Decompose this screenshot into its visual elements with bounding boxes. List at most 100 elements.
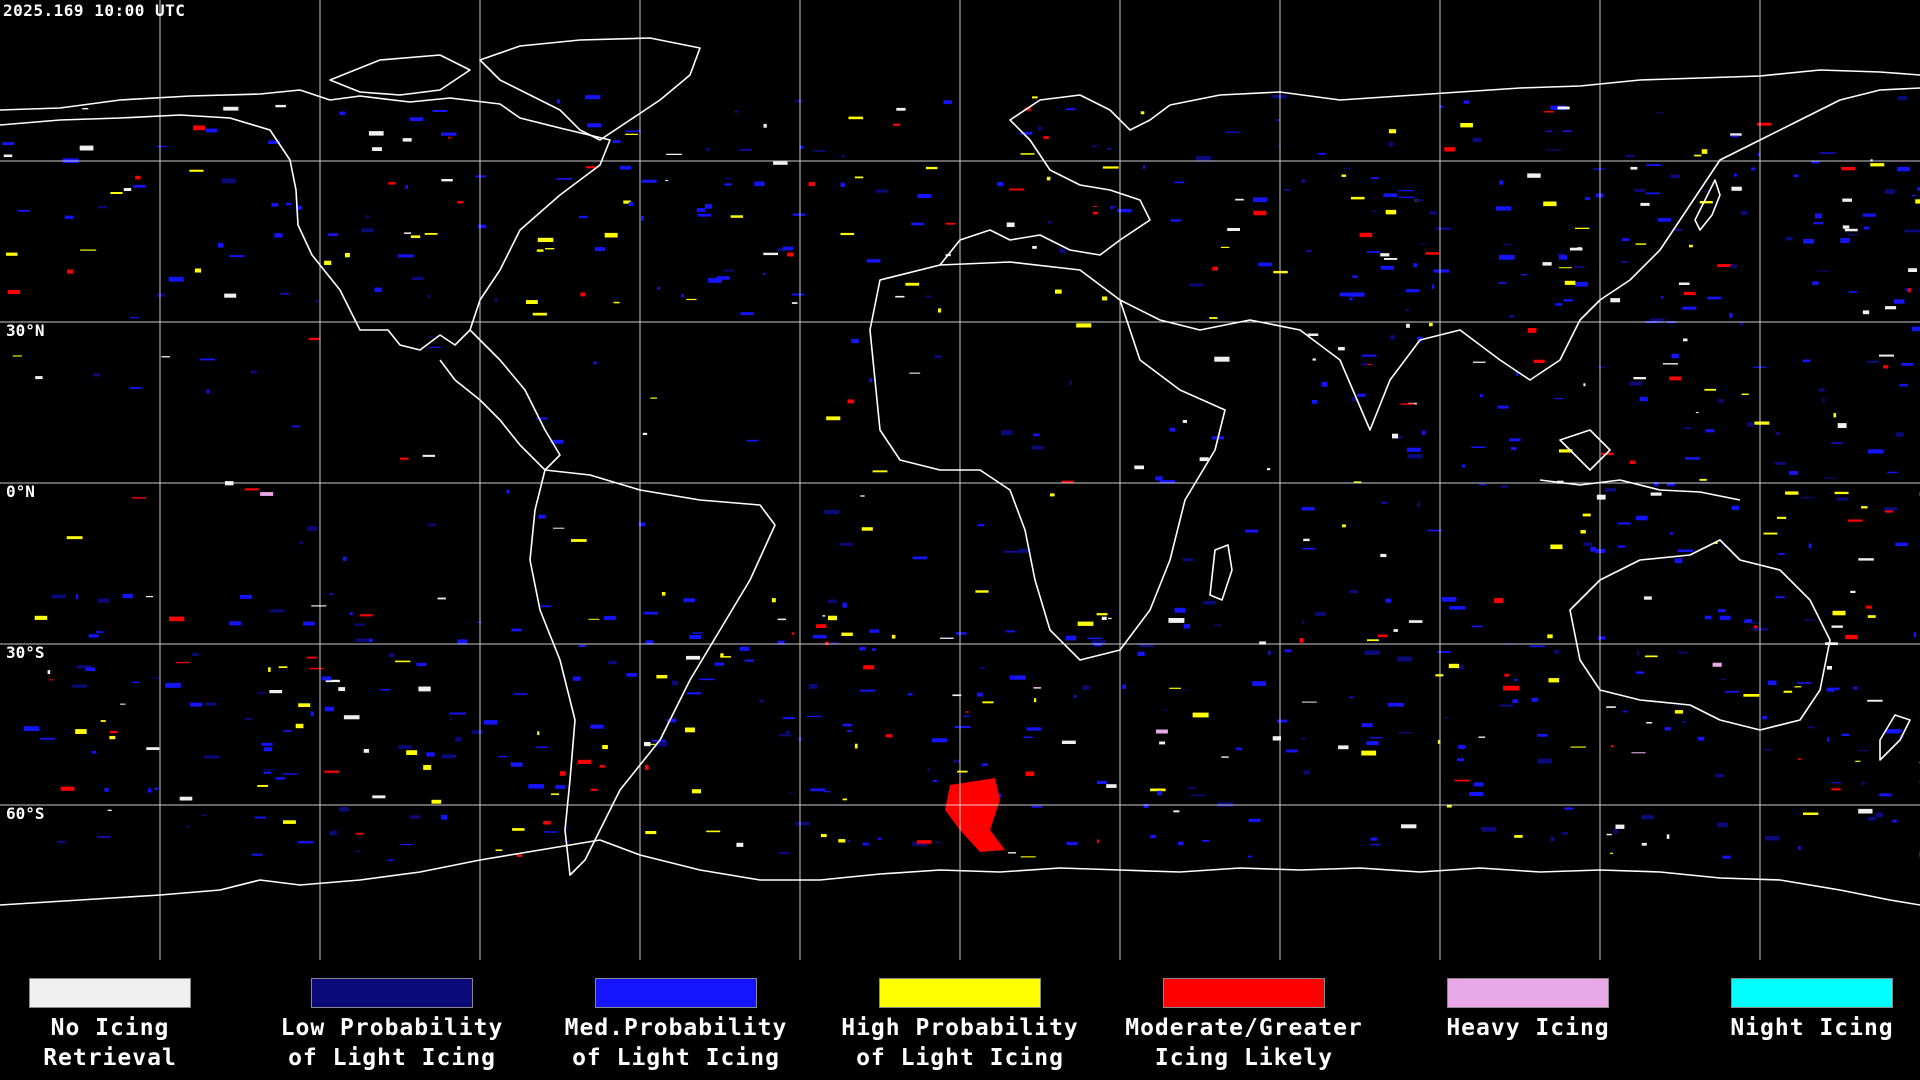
icing-pixel <box>82 108 89 110</box>
icing-pixel <box>1763 532 1778 535</box>
icing-pixel <box>1908 287 1911 293</box>
icing-pixel <box>262 769 276 771</box>
icing-pixel <box>1059 248 1066 253</box>
icing-pixel <box>893 123 901 126</box>
icing-pixel <box>1885 729 1901 734</box>
icing-pixel <box>1367 639 1379 642</box>
icing-pixel <box>109 731 118 734</box>
icing-pixel <box>1822 397 1825 403</box>
icing-pixel <box>315 300 319 303</box>
icing-pixel <box>363 749 369 753</box>
icing-pixel <box>824 509 840 515</box>
icing-pixel <box>424 233 438 235</box>
icing-pixel <box>763 252 778 256</box>
icing-pixel <box>107 809 112 811</box>
icing-pixel <box>723 269 735 272</box>
icing-pixel <box>406 750 418 755</box>
legend-item-high-probability: High Probability of Light Icing <box>830 978 1090 1073</box>
icing-pixel <box>275 777 285 780</box>
icing-pixel <box>619 165 632 170</box>
icing-pixel <box>52 594 67 599</box>
icing-pixel <box>824 641 829 645</box>
icing-pixel <box>343 715 360 720</box>
icing-pixel <box>1911 194 1917 197</box>
icing-pixel <box>724 178 734 180</box>
icing-pixel <box>1101 616 1107 620</box>
icing-pixel <box>1317 152 1326 155</box>
icing-pixel <box>590 724 604 729</box>
icing-pixel <box>795 821 810 826</box>
icing-pixel <box>275 104 286 108</box>
icing-pixel <box>1699 478 1707 481</box>
icing-pixel <box>1650 492 1662 496</box>
icing-data-layer <box>2 95 1920 861</box>
icing-pixel <box>1454 779 1470 782</box>
icing-pixel <box>1190 794 1206 797</box>
icing-pixel <box>907 693 913 696</box>
icing-pixel <box>1842 198 1852 202</box>
icing-pixel <box>1429 211 1438 215</box>
icing-pixel <box>644 764 649 770</box>
icing-pixel <box>1371 210 1377 212</box>
icing-pixel <box>840 232 855 236</box>
icing-pixel <box>957 770 968 773</box>
icing-pixel <box>626 130 641 132</box>
icing-pixel <box>1917 187 1920 191</box>
icing-pixel <box>1189 283 1203 287</box>
icing-pixel <box>1092 211 1098 215</box>
icing-pixel <box>1102 296 1108 301</box>
icing-pixel <box>1077 621 1094 626</box>
icing-pixel <box>380 689 391 691</box>
icing-pixel <box>457 639 468 644</box>
icing-pixel <box>1559 267 1572 269</box>
icing-pixel <box>1641 842 1647 846</box>
icing-pixel <box>716 276 730 280</box>
icing-pixel <box>129 387 143 389</box>
icing-pixel <box>1169 687 1181 689</box>
icing-pixel <box>1366 741 1379 746</box>
icing-pixel <box>1861 782 1865 785</box>
icing-pixel <box>1182 558 1194 562</box>
icing-pixel <box>1639 396 1648 402</box>
icing-pixel <box>1498 282 1507 284</box>
icing-pixel <box>1471 446 1486 448</box>
icing-pixel <box>1897 96 1907 101</box>
icing-pixel <box>285 202 292 206</box>
icing-pixel <box>1682 721 1686 723</box>
icing-pixel <box>1110 205 1113 210</box>
icing-pixel <box>67 269 73 274</box>
icing-pixel <box>1284 189 1290 191</box>
icing-pixel <box>1644 596 1652 600</box>
icing-pixel <box>133 184 146 188</box>
icing-pixel <box>339 807 349 812</box>
europe-coastline <box>939 94 1171 266</box>
icing-pixel <box>1369 844 1381 846</box>
icing-pixel <box>1554 650 1560 654</box>
icing-pixel <box>824 791 831 793</box>
icing-pixel <box>1020 153 1035 155</box>
icing-pixel <box>642 432 648 435</box>
icing-pixel <box>1644 655 1658 658</box>
icing-pixel <box>1808 543 1812 549</box>
icing-pixel <box>1550 544 1563 550</box>
icing-pixel <box>1321 381 1328 387</box>
icing-pixel <box>1548 678 1560 683</box>
icing-pixel <box>744 659 755 662</box>
icing-pixel <box>298 703 311 707</box>
icing-pixel <box>244 717 252 721</box>
icing-pixel <box>1461 464 1466 468</box>
icing-pixel <box>1302 701 1317 703</box>
icing-pixel <box>1719 615 1731 620</box>
icing-pixel <box>355 850 361 853</box>
icing-pixel <box>1557 106 1570 110</box>
icing-pixel <box>1574 282 1588 287</box>
icing-pixel <box>1682 306 1697 310</box>
icing-pixel <box>808 684 818 689</box>
icing-pixel <box>1093 643 1102 647</box>
lat-label-0n: 0°N <box>6 482 35 501</box>
icing-pixel <box>705 204 712 209</box>
icing-pixel <box>1895 542 1908 547</box>
icing-pixel <box>1630 166 1638 170</box>
legend-item-moderate-greater: Moderate/Greater Icing Likely <box>1114 978 1374 1073</box>
